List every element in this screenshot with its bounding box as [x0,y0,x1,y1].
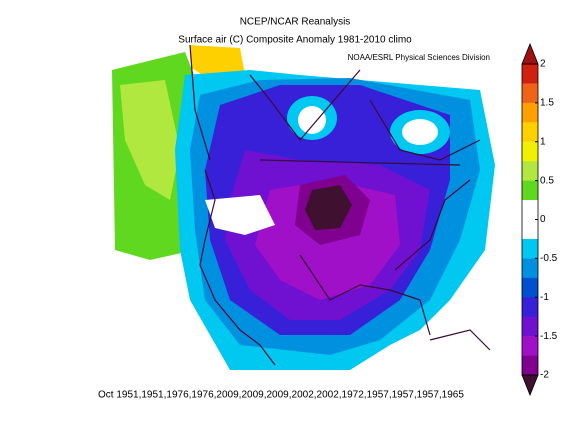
colorbar-segment [522,83,538,104]
map [112,44,495,370]
colorbar-tick-label: -0.5 [540,253,558,264]
colorbar-tick-label: 1 [540,136,546,147]
colorbar-segment [522,64,538,84]
colorbar-segment [522,200,538,220]
colorbar-tick-label: 2 [540,59,546,70]
colorbar-segment [522,316,538,337]
colorbar-segment [522,297,538,317]
colorbar-segment [522,141,538,162]
title: NCEP/NCAR Reanalysis [240,17,351,28]
colorbar-segment [522,277,538,298]
colorbar-segment [522,122,538,143]
colorbar-segment [522,219,538,240]
caption: Oct 1951,1951,1976,1976,2009,2009,2009,2… [98,390,464,401]
colorbar-over [521,42,539,65]
region-lightgreen [120,80,180,200]
hole-white [402,119,438,145]
hole-white [205,195,275,235]
colorbar: 2 1.5 1 0.5 0 -0.5 -1 -1.5 -2 [521,42,558,397]
colorbar-segment [522,180,538,201]
colorbar-segment [522,102,538,123]
colorbar-tick-label: 1.5 [540,98,554,109]
colorbar-segment [522,238,538,259]
colorbar-segment [522,161,538,181]
subtitle: Surface air (C) Composite Anomaly 1981-2… [178,35,412,46]
credit: NOAA/ESRL Physical Sciences Division [348,53,490,62]
colorbar-tick-label: -1.5 [540,331,558,342]
region-yellow [190,45,245,80]
colorbar-segment [522,258,538,279]
colorbar-segment [522,355,538,376]
colorbar-tick-label: 0 [540,214,546,225]
colorbar-tick-label: -1 [540,292,549,303]
colorbar-segment [522,336,538,356]
colorbar-tick-label: 0.5 [540,175,554,186]
coastline [189,44,491,366]
hole-white [298,106,326,134]
colorbar-under [521,374,539,397]
region-core [305,185,352,230]
colorbar-tick-label: -2 [540,370,549,381]
